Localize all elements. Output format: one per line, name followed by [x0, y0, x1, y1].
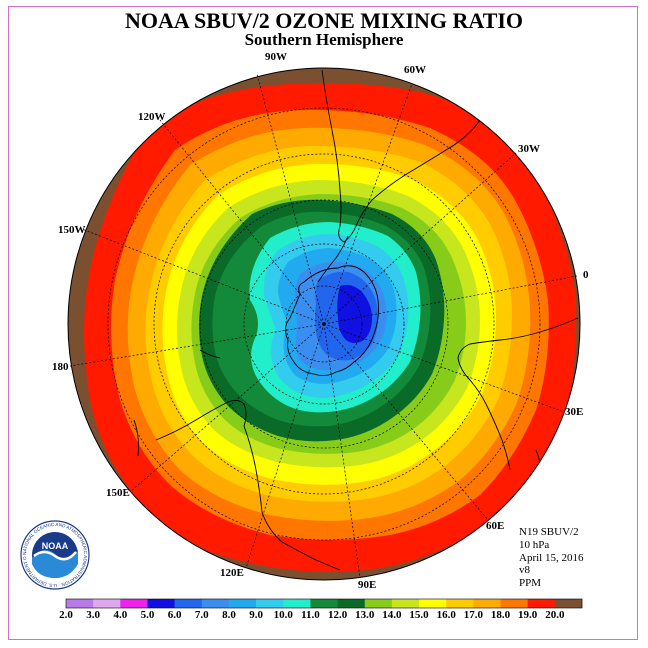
colorbar-swatch	[419, 599, 447, 608]
meridian-0	[323, 275, 578, 325]
meridian-90e	[323, 323, 361, 579]
colorbar-swatch	[147, 599, 175, 608]
meridian-60e	[323, 323, 489, 521]
colorbar-border	[65, 598, 583, 609]
colorbar-swatch	[228, 599, 257, 608]
colorbar-tick-label: 10.0	[274, 609, 294, 621]
info-satellite: N19 SBUV/2	[519, 526, 579, 538]
colorbar-tick-label: 9.0	[249, 609, 263, 621]
colorbar-swatch	[473, 599, 501, 608]
latitude-circle-40s	[107, 107, 541, 541]
colorbar-tick-label: 15.0	[409, 609, 429, 621]
colorbar-tick-label: 18.0	[491, 609, 511, 621]
info-units: PPM	[519, 577, 542, 590]
meridian-150e	[129, 323, 325, 493]
colorbar-tick-label: 16.0	[437, 609, 457, 621]
colorbar-swatches	[65, 598, 583, 609]
globe-outline	[67, 67, 581, 581]
meridian-120e	[245, 323, 325, 569]
colorbar-tick-label: 11.0	[301, 609, 320, 621]
colorbar-tick-label: 5.0	[141, 609, 155, 621]
lon-label-30e: 30E	[565, 406, 583, 418]
colorbar-tick-label: 12.0	[328, 609, 348, 621]
colorbar-swatch	[446, 599, 474, 608]
colorbar-swatch	[174, 599, 203, 608]
colorbar-swatch	[500, 599, 528, 608]
colorbar-tick-label: 14.0	[382, 609, 402, 621]
colorbar-labels: 2.0 3.0 4.0 5.0 6.0 7.0 8.0 9.0 10.0 11.0 12.0 13.0…	[59, 609, 565, 621]
logo-wave	[32, 549, 78, 578]
colorbar-swatch	[310, 599, 338, 608]
lon-label-60e: 60E	[486, 520, 504, 532]
south-america-coastline	[321, 69, 487, 243]
colorbar-tick-label: 13.0	[355, 609, 375, 621]
colorbar-tick-label: 6.0	[168, 609, 182, 621]
logo-text: NOAA	[42, 541, 69, 551]
colorbar-tick-label: 4.0	[113, 609, 127, 621]
colorbar-swatch	[391, 599, 420, 608]
colorbar-swatch	[527, 599, 556, 608]
meridian-30w	[323, 152, 517, 325]
longitude-labels: 90W 60W 30W 0 30E 60E 90E 120E 150E 180 …	[52, 51, 589, 591]
lon-label-120w: 120W	[138, 111, 166, 123]
colorbar-tick-label: 17.0	[464, 609, 484, 621]
colorbar-tick-label: 7.0	[195, 609, 209, 621]
lon-label-90w: 90W	[265, 51, 287, 63]
latitude-circle-70s	[243, 243, 405, 405]
colorbar-swatch	[364, 599, 393, 608]
colorbar-tick-label: 3.0	[86, 609, 100, 621]
graticule	[69, 73, 578, 579]
info-date: April 15, 2016	[519, 551, 584, 564]
lon-label-0: 0	[583, 269, 589, 281]
new-zealand-coastline	[133, 349, 221, 457]
colorbar-swatch	[66, 599, 94, 608]
colorbar-swatch	[337, 599, 366, 608]
colorbar-swatch	[554, 599, 583, 608]
latitude-circle-80s	[285, 285, 363, 363]
lon-label-120e: 120E	[220, 567, 244, 579]
lon-label-30w: 30W	[518, 143, 540, 155]
info-level: 10 hPa	[519, 538, 550, 551]
colorbar-swatch	[256, 599, 284, 608]
lon-label-90e: 90E	[358, 579, 376, 591]
plot-frame	[8, 6, 638, 640]
latitude-circle-60s	[199, 199, 449, 449]
colorbar-swatch	[93, 599, 121, 608]
meridian-60w	[323, 83, 413, 325]
page-subtitle: Southern Hemisphere	[244, 30, 404, 49]
colorbar-tick-label: 19.0	[518, 609, 538, 621]
antarctica-coastline	[285, 265, 379, 377]
coastlines	[133, 69, 579, 571]
info-panel: N19 SBUV/2 10 hPa April 15, 2016 v8 PPM	[519, 526, 583, 590]
colorbar-tick-label: 8.0	[222, 609, 236, 621]
band-below-5	[337, 284, 372, 343]
noaa-logo: NATIONAL OCEANIC AND ATMOSPHERIC ADMINIS…	[20, 520, 90, 590]
africa-coastline	[457, 317, 579, 471]
ozone-contours	[68, 68, 580, 580]
latitude-circle-50s	[153, 153, 495, 495]
australia-coastline	[155, 399, 341, 571]
colorbar-swatch	[201, 599, 230, 608]
lon-label-150w: 150W	[58, 224, 86, 236]
page-title: NOAA SBUV/2 OZONE MIXING RATIO	[124, 8, 524, 33]
meridian-180	[69, 323, 325, 367]
lon-label-180: 180	[52, 361, 69, 373]
meridian-90w	[256, 73, 325, 325]
colorbar-tick-label: 20.0	[545, 609, 565, 621]
lon-label-150e: 150E	[106, 487, 130, 499]
antarctic-peninsula	[317, 235, 349, 283]
lon-label-60w: 60W	[404, 64, 426, 76]
info-version: v8	[519, 564, 530, 577]
meridian-30e	[323, 323, 565, 413]
colorbar-swatch	[120, 599, 148, 608]
meridian-150w	[81, 228, 325, 325]
colorbar-swatch	[283, 599, 311, 608]
colorbar-tick-label: 2.0	[59, 609, 73, 621]
